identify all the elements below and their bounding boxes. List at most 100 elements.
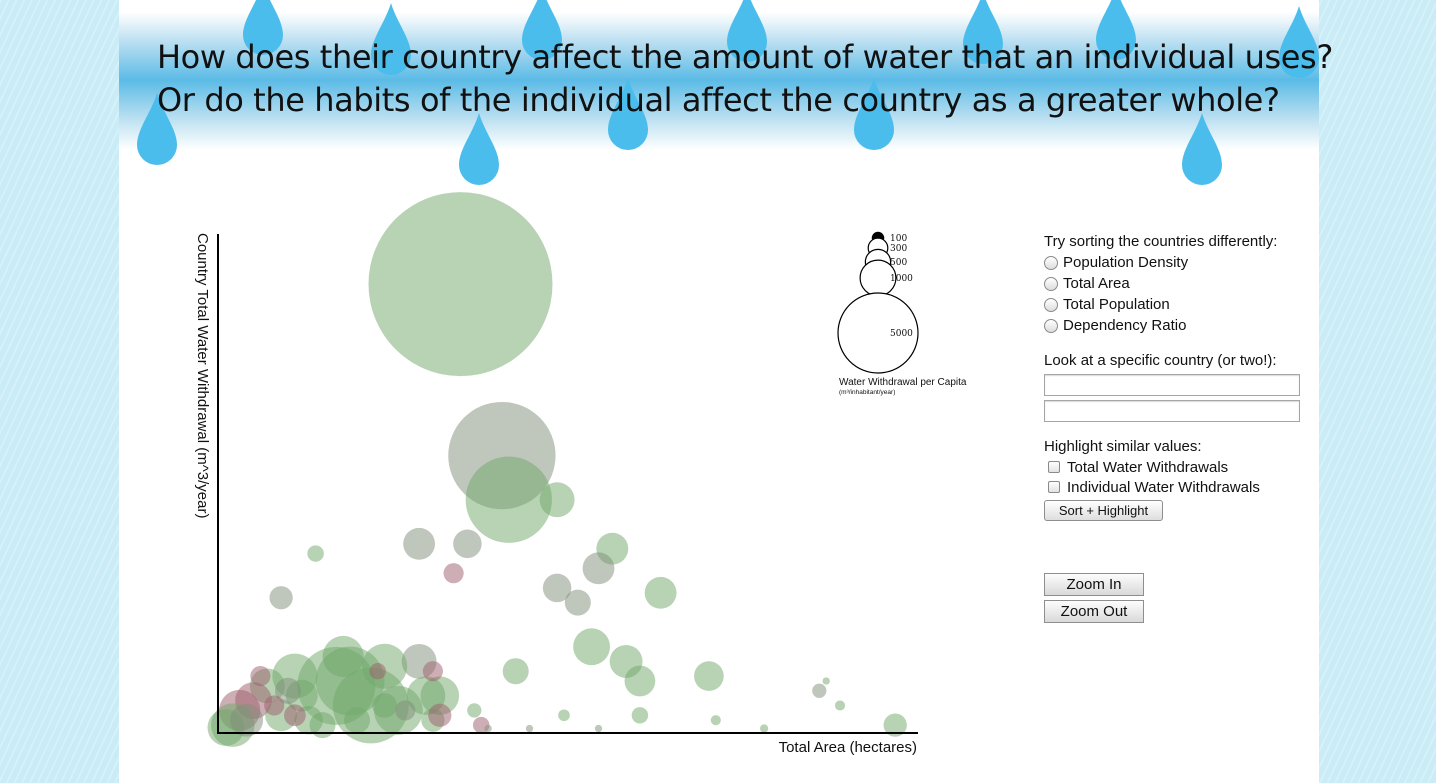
data-bubble[interactable] — [322, 635, 364, 678]
data-bubble[interactable] — [420, 676, 460, 715]
size-legend-value: 500 — [890, 258, 907, 268]
data-bubble[interactable] — [250, 666, 271, 687]
size-legend-value: 5000 — [890, 329, 913, 339]
header-banner: How does their country affect the amount… — [119, 0, 1333, 185]
highlight-option-total[interactable]: Total Water Withdrawals — [1044, 457, 1314, 477]
data-bubble[interactable] — [428, 703, 452, 727]
data-bubble[interactable] — [395, 700, 416, 721]
zoom-out-button[interactable]: Zoom Out — [1044, 600, 1144, 623]
size-legend-title: Water Withdrawal per Capita — [839, 377, 967, 388]
data-bubble[interactable] — [582, 552, 615, 585]
sort-heading: Try sorting the countries differently: — [1044, 233, 1278, 250]
checkbox[interactable] — [1048, 481, 1060, 493]
checkbox[interactable] — [1048, 461, 1060, 473]
data-bubble[interactable] — [274, 677, 302, 704]
sort-option-population-density[interactable]: Population Density — [1044, 252, 1314, 273]
data-bubble[interactable] — [694, 661, 724, 691]
data-bubble[interactable] — [453, 529, 482, 559]
data-bubble[interactable] — [710, 715, 721, 726]
data-bubble[interactable] — [372, 693, 397, 718]
data-bubble[interactable] — [558, 709, 570, 722]
y-axis-label: Country Total Water Withdrawal (m^3/year… — [194, 233, 211, 518]
raindrop-icon — [1096, 0, 1136, 60]
data-bubble[interactable] — [443, 563, 464, 584]
data-bubble[interactable] — [307, 545, 324, 562]
highlight-option-individual[interactable]: Individual Water Withdrawals — [1044, 477, 1314, 497]
data-bubble[interactable] — [573, 628, 610, 666]
radio-button[interactable] — [1044, 276, 1058, 291]
sort-option-label: Total Area — [1063, 275, 1130, 292]
sort-option-total-population[interactable]: Total Population — [1044, 294, 1314, 315]
data-bubble[interactable] — [883, 713, 907, 737]
page-title: How does their country affect the amount… — [157, 36, 1333, 122]
size-legend-value: 300 — [890, 244, 907, 254]
title-line-2: Or do the habits of the individual affec… — [157, 81, 1280, 119]
raindrop-icon — [371, 3, 411, 75]
bubble-layer — [207, 192, 907, 747]
x-axis-label: Total Area (hectares) — [779, 739, 917, 756]
size-legend-value: 100 — [890, 234, 907, 244]
country-input-1[interactable] — [1044, 374, 1300, 396]
title-line-1: How does their country affect the amount… — [157, 38, 1333, 76]
raindrop-icon — [243, 0, 283, 55]
data-bubble[interactable] — [362, 643, 408, 689]
data-bubble[interactable] — [264, 695, 285, 716]
data-bubble[interactable] — [564, 589, 591, 616]
raindrop-icon — [522, 0, 562, 60]
sort-option-total-area[interactable]: Total Area — [1044, 273, 1314, 294]
data-bubble[interactable] — [368, 192, 553, 377]
sort-option-label: Total Population — [1063, 296, 1170, 313]
size-legend: Water Withdrawal per Capita (m³/inhabita… — [837, 231, 967, 396]
highlight-heading: Highlight similar values: — [1044, 438, 1202, 455]
raindrop-icon — [608, 78, 648, 150]
sort-option-dependency-ratio[interactable]: Dependency Ratio — [1044, 315, 1314, 336]
radio-button[interactable] — [1044, 318, 1058, 333]
raindrop-icon — [1279, 6, 1319, 78]
data-bubble[interactable] — [759, 724, 769, 733]
data-bubble[interactable] — [269, 586, 293, 610]
country-input-2[interactable] — [1044, 400, 1300, 422]
raindrop-icon — [137, 93, 177, 165]
size-legend-unit: (m³/inhabitant/year) — [839, 389, 895, 396]
controls-panel: Try sorting the countries differently: P… — [1044, 232, 1314, 623]
data-bubble[interactable] — [539, 482, 575, 518]
data-bubble[interactable] — [609, 644, 643, 678]
data-bubble[interactable] — [812, 683, 827, 698]
data-bubble[interactable] — [631, 707, 649, 724]
data-bubble[interactable] — [369, 662, 386, 680]
raindrops-decoration — [137, 0, 1319, 185]
radio-button[interactable] — [1044, 297, 1058, 312]
radio-button[interactable] — [1044, 255, 1058, 270]
data-bubble[interactable] — [502, 658, 529, 685]
data-bubble[interactable] — [484, 724, 492, 733]
data-bubble[interactable] — [525, 724, 534, 733]
data-bubble[interactable] — [403, 527, 436, 560]
raindrop-icon — [1182, 113, 1222, 185]
sort-option-label: Dependency Ratio — [1063, 317, 1187, 334]
data-bubble[interactable] — [467, 703, 482, 718]
data-bubble[interactable] — [422, 661, 443, 682]
highlight-option-label: Total Water Withdrawals — [1067, 458, 1229, 476]
data-bubble[interactable] — [822, 677, 830, 685]
scatter-chart: Total Area (hectares) Country Total Wate… — [194, 192, 967, 756]
zoom-in-button[interactable]: Zoom In — [1044, 573, 1144, 596]
highlight-option-label: Individual Water Withdrawals — [1067, 478, 1260, 496]
data-bubble[interactable] — [594, 724, 603, 733]
size-legend-circle — [837, 292, 919, 374]
data-bubble[interactable] — [542, 573, 572, 603]
page-panel: How does their country affect the amount… — [119, 0, 1333, 783]
sort-option-label: Population Density — [1063, 254, 1189, 271]
country-heading: Look at a specific country (or two!): — [1044, 352, 1277, 369]
data-bubble[interactable] — [284, 704, 306, 727]
data-bubble[interactable] — [309, 712, 336, 739]
data-bubble[interactable] — [834, 700, 846, 711]
data-bubble[interactable] — [465, 456, 552, 543]
size-legend-value: 1000 — [890, 274, 913, 284]
raindrop-icon — [459, 113, 499, 185]
data-bubble[interactable] — [343, 707, 371, 734]
data-bubble[interactable] — [230, 703, 264, 737]
raindrop-icon — [727, 0, 767, 62]
raindrop-icon — [854, 78, 894, 150]
sort-highlight-button[interactable]: Sort + Highlight — [1044, 500, 1163, 521]
data-bubble[interactable] — [644, 576, 677, 609]
